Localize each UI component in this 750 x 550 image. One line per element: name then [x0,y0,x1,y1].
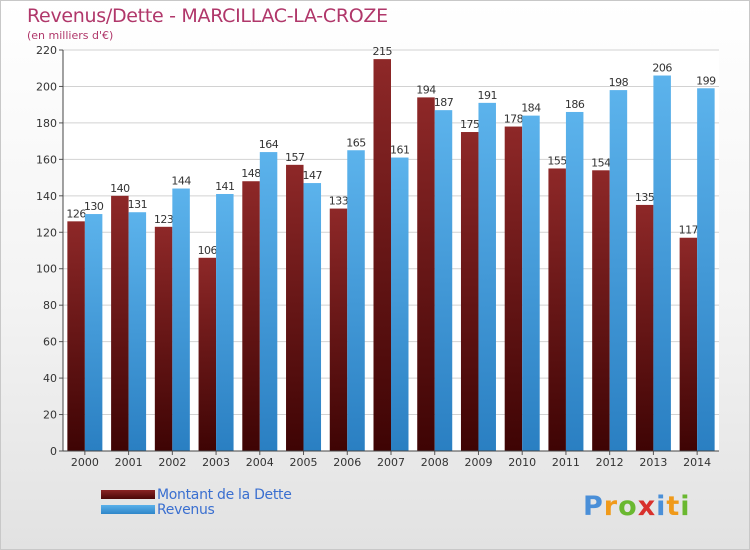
y-tick-label: 100 [36,263,57,276]
legend-item-revenus: Revenus [101,501,292,518]
bar-revenus [565,111,584,452]
bar-dette [67,221,85,451]
bar-revenus [216,193,234,451]
data-label-revenus: 147 [303,169,323,182]
bar-revenus [172,188,190,451]
data-label-dette: 135 [635,191,655,204]
x-tick-label: 2011 [552,456,580,469]
bar-revenus [609,90,628,451]
bar-dette [329,208,348,451]
x-tick-label: 2001 [115,456,143,469]
chart-subtitle: (en milliers d'€) [27,29,114,42]
bar-dette [592,170,610,452]
bar-revenus [653,75,671,451]
bar-dette [504,126,523,452]
data-label-dette: 106 [198,244,218,257]
bar-dette [635,204,654,451]
y-tick-label: 120 [36,226,57,239]
bar-revenus [84,214,103,451]
bar-revenus [478,102,496,451]
data-label-dette: 133 [329,195,349,208]
y-tick-label: 140 [36,190,57,203]
legend-swatch-debt [101,490,155,499]
data-label-dette: 117 [679,224,699,237]
bar-revenus [434,110,453,452]
bar-revenus [128,212,147,451]
data-label-dette: 178 [504,113,524,126]
bar-revenus [697,88,715,451]
data-label-revenus: 164 [259,138,279,151]
x-tick-label: 2013 [639,456,667,469]
x-tick-label: 2009 [464,456,492,469]
x-tick-label: 2008 [421,456,449,469]
data-label-revenus: 187 [434,96,454,109]
bar-revenus [391,157,409,452]
legend-label-revenus: Revenus [157,501,215,518]
y-tick-label: 40 [43,372,57,385]
bar-revenus [347,150,365,451]
data-label-dette: 154 [591,156,611,169]
y-tick-label: 60 [43,336,57,349]
y-tick-label: 80 [43,299,57,312]
bar-revenus [259,152,278,451]
data-label-revenus: 184 [521,102,541,115]
y-tick-label: 160 [36,153,57,166]
data-label-revenus: 161 [390,144,410,157]
bar-dette [373,59,391,451]
data-label-revenus: 191 [477,89,497,102]
bar-revenus [303,183,322,452]
x-tick-label: 2014 [683,456,711,469]
bar-dette [548,168,566,451]
data-label-dette: 148 [241,167,261,180]
x-tick-label: 2006 [333,456,361,469]
data-label-dette: 155 [547,154,567,167]
y-tick-label: 180 [36,117,57,130]
data-label-dette: 215 [373,45,393,58]
bar-dette [286,164,304,451]
x-tick-label: 2007 [377,456,405,469]
data-label-revenus: 199 [696,74,716,87]
legend-label-debt: Montant de la Dette [157,486,292,503]
y-tick-label: 200 [36,80,57,93]
x-tick-label: 2003 [202,456,230,469]
bar-dette [679,237,698,451]
bar-dette [242,181,260,451]
bar-dette [154,226,173,451]
x-tick-label: 2000 [71,456,99,469]
legend-item-debt: Montant de la Dette [101,486,292,503]
x-tick-label: 2005 [290,456,318,469]
x-tick-label: 2004 [246,456,274,469]
data-label-dette: 175 [460,118,480,131]
bar-dette [111,195,129,451]
bar-dette [417,97,435,452]
data-label-dette: 126 [66,207,86,220]
bar-dette [460,132,479,452]
data-label-revenus: 165 [346,136,366,149]
y-tick-label: 20 [43,409,57,422]
y-tick-label: 220 [36,44,57,57]
x-tick-label: 2010 [508,456,536,469]
data-label-revenus: 186 [565,98,585,111]
data-label-dette: 194 [416,83,436,96]
legend-swatch-revenus [101,505,155,514]
data-label-dette: 157 [285,151,305,164]
data-label-dette: 140 [110,182,130,195]
data-label-revenus: 198 [609,76,629,89]
y-tick-label: 0 [50,445,57,458]
data-label-dette: 123 [154,213,174,226]
data-label-revenus: 141 [215,180,235,193]
x-tick-label: 2012 [596,456,624,469]
x-tick-label: 2002 [158,456,186,469]
chart-legend: Montant de la Dette Revenus [101,486,292,518]
chart-title: Revenus/Dette - MARCILLAC-LA-CROZE [27,5,388,27]
bar-dette [198,257,217,451]
data-label-revenus: 130 [84,200,104,213]
proxiti-logo: Proxiti [583,491,691,522]
data-label-revenus: 131 [128,198,148,211]
bar-revenus [522,115,540,452]
data-label-revenus: 144 [171,175,191,188]
data-label-revenus: 206 [652,62,672,75]
